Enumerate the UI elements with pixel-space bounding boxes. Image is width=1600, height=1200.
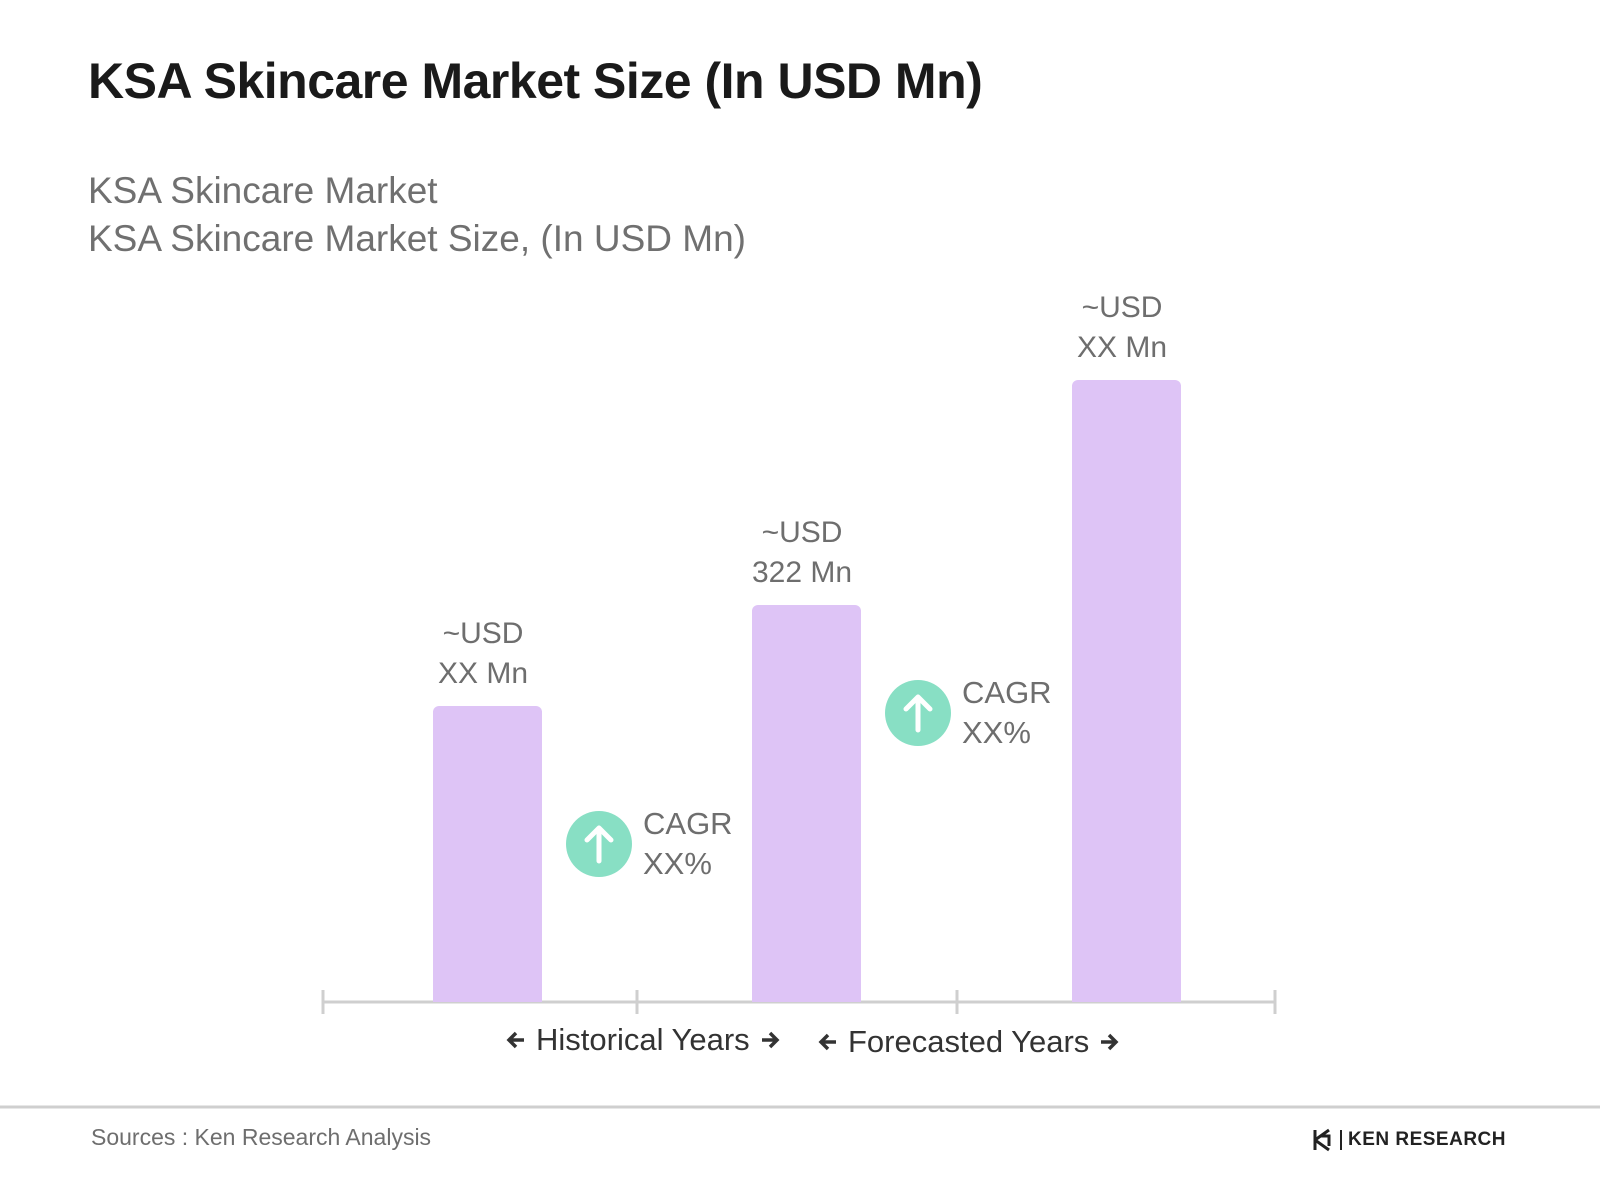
cagr-icon (566, 811, 632, 877)
brand-divider (1339, 1130, 1342, 1150)
data-label: ~USD XX Mn (1076, 290, 1168, 364)
bar (1071, 379, 1181, 1002)
data-label: ~USD 322 Mn (751, 516, 853, 590)
bar (432, 706, 542, 1002)
x-axis (321, 990, 1277, 1014)
period-label: Forecasted Years (818, 1024, 1119, 1060)
period-text: Forecasted Years (848, 1024, 1090, 1059)
arrow-right (761, 1031, 780, 1049)
chart-title: KSA Skincare Market Size (In USD Mn) (88, 53, 983, 109)
period-text: Historical Years (536, 1022, 750, 1057)
arrow-right (1101, 1033, 1119, 1051)
period-label: Historical Years (506, 1022, 780, 1058)
cagr-label: CAGR XX% (962, 675, 1052, 750)
source-note: Sources : Ken Research Analysis (91, 1124, 432, 1150)
data-label: ~USD XX Mn (437, 617, 529, 691)
brand-text: KEN RESEARCH (1347, 1129, 1506, 1150)
arrow-left (818, 1033, 836, 1051)
subtitle: KSA Skincare Market (88, 170, 438, 211)
brand-logo (1313, 1128, 1331, 1152)
subtitle: KSA Skincare Market Size, (In USD Mn) (88, 218, 746, 259)
cagr-label: CAGR XX% (643, 806, 733, 881)
brand: KEN RESEARCH (1312, 1128, 1506, 1152)
cagr-icon (885, 680, 951, 746)
arrow-left (506, 1031, 524, 1049)
bar (751, 605, 861, 1002)
